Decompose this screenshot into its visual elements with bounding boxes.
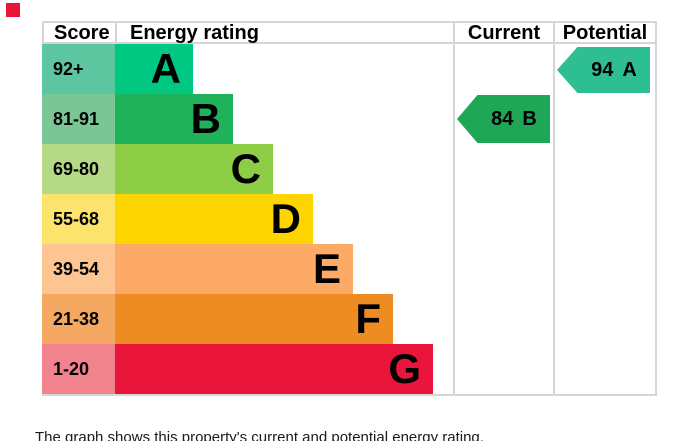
rating-bar-d: D [115, 194, 313, 244]
current-cell [453, 294, 553, 344]
rating-bar-e: E [115, 244, 353, 294]
current-cell [453, 344, 553, 394]
band-letter: A [150, 45, 181, 92]
band-letter: B [190, 95, 221, 142]
current-cell [453, 194, 553, 244]
chart-caption: The graph shows this property's current … [35, 429, 484, 441]
current-cell [453, 244, 553, 294]
rating-cell: C [115, 144, 453, 194]
header-energy-rating: Energy rating [115, 21, 453, 44]
current-rating-arrow: 84 B [457, 95, 550, 143]
rating-cell: F [115, 294, 453, 344]
rating-bar-g: G [115, 344, 433, 394]
current-cell [453, 44, 553, 94]
potential-value: 94 [591, 58, 614, 81]
score-range: 39-54 [42, 244, 115, 294]
potential-band: A [622, 58, 637, 81]
band-row-d: 55-68 D [42, 194, 657, 244]
band-row-e: 39-54 E [42, 244, 657, 294]
band-letter: D [270, 195, 301, 242]
potential-cell [553, 44, 657, 94]
rating-bar-f: F [115, 294, 393, 344]
band-letter: F [355, 295, 381, 342]
potential-cell [553, 244, 657, 294]
current-cell [453, 94, 553, 144]
current-value: 84 [491, 107, 514, 130]
rating-bar-b: B [115, 94, 233, 144]
score-range: 69-80 [42, 144, 115, 194]
rating-cell: E [115, 244, 453, 294]
potential-cell [553, 294, 657, 344]
red-square-marker [6, 3, 20, 17]
band-letter: G [388, 345, 421, 392]
header-potential: Potential [553, 21, 657, 44]
band-row-a: 92+ A [42, 44, 657, 94]
score-range: 21-38 [42, 294, 115, 344]
potential-cell [553, 144, 657, 194]
band-row-g: 1-20 G [42, 344, 657, 394]
potential-rating-arrow: 94 A [557, 47, 650, 93]
table-header-row: Score Energy rating Current Potential [42, 21, 657, 44]
rating-cell: G [115, 344, 453, 394]
potential-cell [553, 94, 657, 144]
band-letter: E [312, 245, 341, 292]
rating-bar-c: C [115, 144, 273, 194]
rating-cell: A [115, 44, 453, 94]
rating-cell: B [115, 94, 453, 144]
current-cell [453, 144, 553, 194]
band-letter: C [230, 145, 261, 192]
energy-rating-table: Score Energy rating Current Potential 92… [42, 21, 657, 396]
potential-cell [553, 344, 657, 394]
header-current: Current [453, 21, 553, 44]
score-range: 92+ [42, 44, 115, 94]
band-row-c: 69-80 C [42, 144, 657, 194]
band-row-b: 81-91 B [42, 94, 657, 144]
rating-bar-a: A [115, 44, 193, 94]
potential-cell [553, 194, 657, 244]
current-band: B [522, 107, 537, 130]
score-range: 81-91 [42, 94, 115, 144]
band-row-f: 21-38 F [42, 294, 657, 344]
score-range: 1-20 [42, 344, 115, 394]
header-score: Score [42, 21, 115, 44]
rating-cell: D [115, 194, 453, 244]
score-range: 55-68 [42, 194, 115, 244]
